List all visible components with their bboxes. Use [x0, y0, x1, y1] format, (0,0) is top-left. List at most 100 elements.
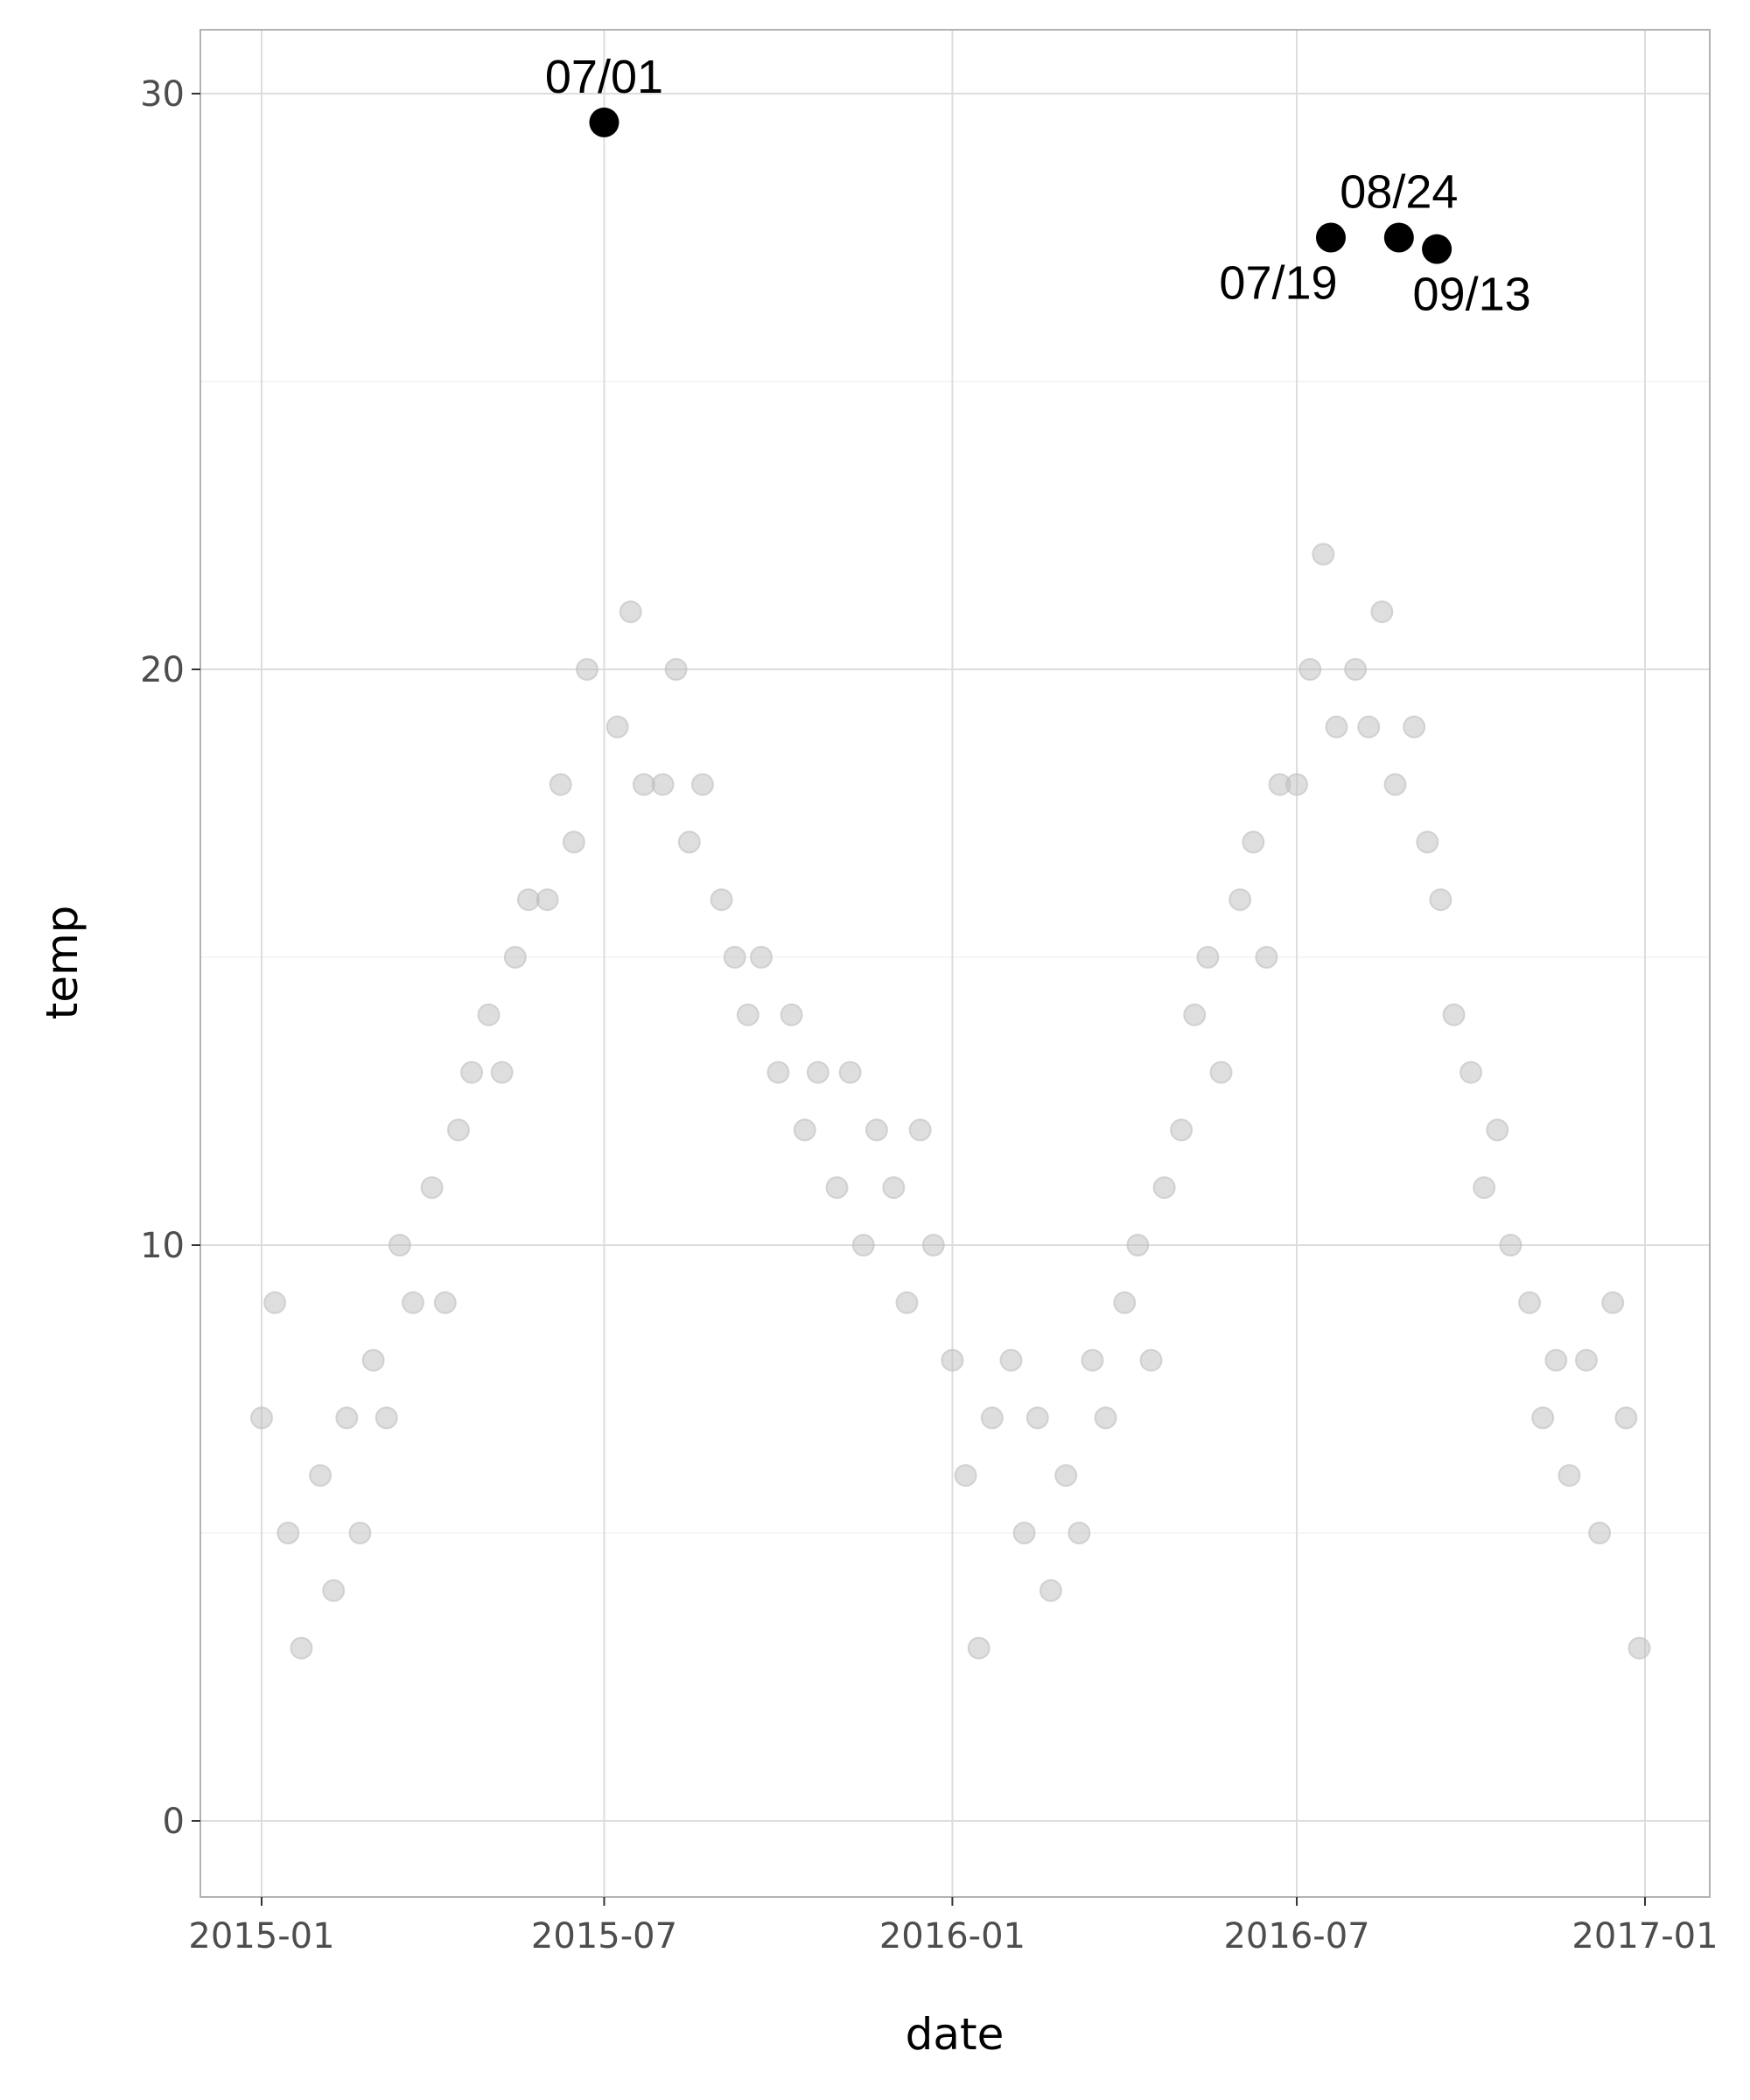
data-point	[1170, 1118, 1194, 1142]
x-tick-label: 2015-07	[531, 1916, 677, 1956]
data-point	[921, 1234, 945, 1256]
data-point	[536, 888, 559, 912]
data-point	[806, 1060, 830, 1084]
data-point	[1312, 542, 1335, 566]
data-point	[446, 1118, 470, 1142]
data-point	[361, 1348, 385, 1372]
x-tick-label: 2015-01	[188, 1916, 334, 1956]
data-point	[1054, 1464, 1078, 1488]
data-point	[1228, 888, 1252, 912]
x-tick-label: 2016-01	[879, 1916, 1026, 1956]
data-point	[503, 946, 527, 969]
panel-border	[200, 29, 1711, 1898]
points	[250, 542, 1651, 1660]
data-point	[864, 1118, 888, 1142]
data-point	[1113, 1291, 1137, 1314]
data-point	[576, 658, 598, 681]
data-point	[1344, 658, 1368, 681]
highlight-point	[589, 107, 620, 137]
data-point	[250, 1406, 273, 1430]
data-point	[1357, 715, 1381, 738]
data-point	[1026, 1406, 1049, 1430]
data-point	[651, 773, 675, 796]
data-point	[1183, 1003, 1207, 1026]
data-point	[1139, 1348, 1163, 1372]
data-point	[1209, 1060, 1233, 1084]
y-tick-label: 0	[163, 1802, 185, 1842]
data-point	[677, 830, 701, 854]
data-point	[1473, 1176, 1496, 1200]
data-point	[1628, 1636, 1651, 1660]
data-point	[290, 1636, 313, 1660]
data-point	[1126, 1234, 1150, 1256]
data-point	[1499, 1234, 1522, 1256]
data-point	[562, 830, 585, 854]
data-point	[895, 1291, 919, 1314]
data-point	[1558, 1464, 1581, 1488]
data-point	[1094, 1406, 1117, 1430]
highlight-point	[1383, 222, 1414, 253]
y-tick-label: 10	[140, 1226, 185, 1266]
data-point	[1298, 658, 1322, 681]
data-point	[309, 1464, 332, 1488]
data-point	[263, 1291, 287, 1314]
data-point	[766, 1060, 790, 1084]
data-point	[1196, 946, 1220, 969]
x-tick-label: 2016-07	[1223, 1916, 1369, 1956]
data-point	[1255, 946, 1278, 969]
point-annotation: 07/01	[545, 51, 663, 103]
data-point	[1370, 600, 1394, 624]
data-point	[954, 1464, 977, 1488]
data-point	[999, 1348, 1023, 1372]
data-point	[1285, 773, 1309, 796]
point-annotation: 07/19	[1219, 257, 1337, 310]
y-tick-label: 30	[140, 74, 185, 115]
data-point	[967, 1636, 990, 1660]
data-point	[1531, 1406, 1555, 1430]
data-point	[606, 715, 629, 738]
data-point	[433, 1291, 457, 1314]
data-point	[941, 1348, 964, 1372]
data-point	[1068, 1522, 1091, 1544]
data-point	[1429, 888, 1452, 912]
data-point	[549, 773, 572, 796]
data-point	[1403, 715, 1426, 738]
data-point	[335, 1406, 359, 1430]
data-point	[882, 1176, 906, 1200]
data-point	[477, 1003, 500, 1026]
highlight-point	[1315, 222, 1346, 253]
data-point	[1416, 830, 1439, 854]
data-point	[908, 1118, 932, 1142]
highlight-point	[1422, 234, 1452, 264]
data-point	[825, 1176, 849, 1200]
data-point	[1601, 1291, 1625, 1314]
data-point	[1442, 1003, 1466, 1026]
data-point	[710, 888, 733, 912]
data-point	[490, 1060, 514, 1084]
point-annotation: 08/24	[1340, 166, 1458, 219]
data-point	[619, 600, 642, 624]
data-point	[1081, 1348, 1104, 1372]
data-point	[1518, 1291, 1542, 1314]
data-point	[402, 1291, 425, 1314]
data-point	[749, 946, 773, 969]
data-point	[780, 1003, 803, 1026]
data-point	[1574, 1348, 1598, 1372]
data-point	[838, 1060, 862, 1084]
data-point	[1039, 1578, 1062, 1602]
data-point	[322, 1578, 346, 1602]
data-point	[1012, 1522, 1036, 1544]
data-point	[1544, 1348, 1568, 1372]
data-point	[460, 1060, 484, 1084]
data-point	[736, 1003, 760, 1026]
grid	[200, 30, 1710, 1897]
data-point	[374, 1406, 398, 1430]
data-point	[851, 1234, 875, 1256]
data-point	[388, 1234, 411, 1256]
data-point	[1152, 1176, 1176, 1200]
data-point	[664, 658, 688, 681]
data-point	[420, 1176, 444, 1200]
y-axis: 0 10 20 30	[140, 74, 200, 1842]
